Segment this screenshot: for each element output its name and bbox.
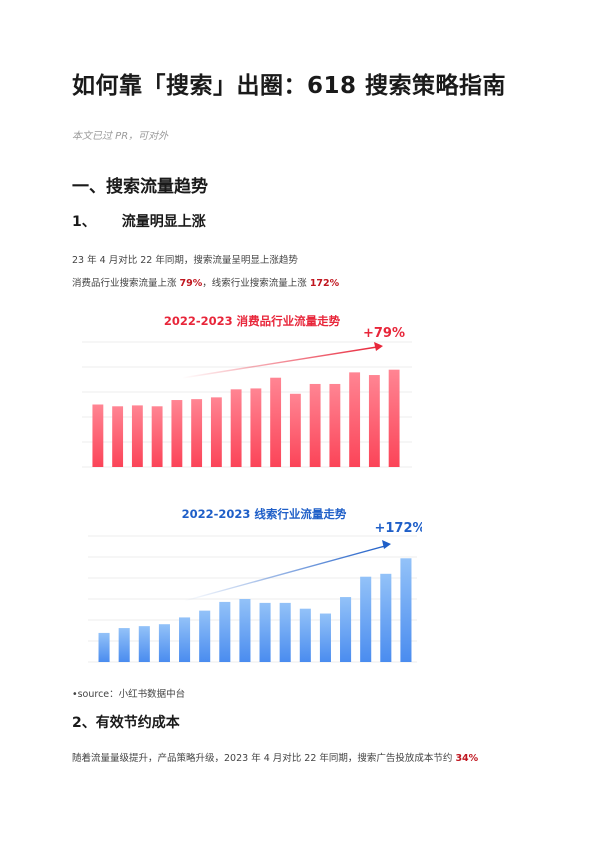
bar <box>400 558 412 662</box>
consumer-traffic-chart: 2022-2023 消费品行业流量走势 +79% <box>82 314 412 468</box>
subsection-text: 流量明显上涨 <box>121 214 206 230</box>
bar <box>138 626 150 662</box>
bar <box>309 383 321 467</box>
subsection-heading-1: 1、 流量明显上涨 <box>72 211 206 231</box>
bar <box>92 404 104 467</box>
trend-arrow-line <box>183 545 386 602</box>
bar <box>158 624 170 662</box>
subsection-number: 1、 <box>72 214 96 230</box>
chart-title: 2022-2023 消费品行业流量走势 <box>164 314 341 328</box>
bar <box>118 628 130 662</box>
trend-arrow-line <box>181 346 378 379</box>
section-heading-1: 一、搜索流量趋势 <box>72 177 208 197</box>
bar <box>199 610 211 662</box>
growth-text-a: 消费品行业搜索流量上涨 <box>72 278 180 289</box>
paragraph-growth: 消费品行业搜索流量上涨 79%，线索行业搜索流量上涨 172% <box>72 275 339 289</box>
bar <box>319 613 331 662</box>
bar <box>380 573 392 662</box>
bar <box>289 393 301 467</box>
bar <box>191 399 203 467</box>
bar <box>239 599 251 662</box>
paragraph-trend: 23 年 4 月对比 22 年同期，搜索流量呈明显上涨趋势 <box>72 255 298 266</box>
growth-annotation: +172% <box>374 521 422 536</box>
author-note: 本文已过 PR，可对外 <box>72 131 169 142</box>
bar <box>368 375 380 467</box>
bar <box>179 617 191 662</box>
bar <box>259 602 271 662</box>
bar <box>151 406 163 467</box>
bar <box>112 406 124 467</box>
bar <box>131 405 143 467</box>
growth-value-consumer: 79% <box>179 278 203 289</box>
bar <box>349 372 361 467</box>
cost-saving-value: 34% <box>455 753 479 764</box>
bar <box>98 632 110 662</box>
trend-arrow-head <box>382 540 391 549</box>
bar <box>329 383 341 467</box>
bar <box>388 369 400 467</box>
growth-value-leads: 172% <box>309 278 340 289</box>
bar <box>340 597 352 662</box>
bar <box>250 388 262 467</box>
chart-title: 2022-2023 线索行业流量走势 <box>182 507 347 521</box>
data-source-note: •source：小红书数据中台 <box>72 689 186 700</box>
bar <box>360 576 372 662</box>
bar <box>270 377 282 467</box>
document-title: 如何靠「搜索」出圈：618 搜索策略指南 <box>72 73 507 99</box>
paragraph-cost: 随着流量量级提升，产品策略升级，2023 年 4 月对比 22 年同期，搜索广告… <box>72 750 478 764</box>
bar <box>230 389 242 467</box>
bar <box>210 397 222 467</box>
leads-traffic-chart: 2022-2023 线索行业流量走势 +172% <box>88 507 422 663</box>
bar <box>171 400 183 467</box>
growth-text-b: ，线索行业搜索流量上涨 <box>202 278 310 289</box>
bar <box>299 608 311 662</box>
trend-arrow-head <box>374 342 383 351</box>
growth-annotation: +79% <box>363 326 405 341</box>
bar <box>219 601 231 662</box>
cost-text: 随着流量量级提升，产品策略升级，2023 年 4 月对比 22 年同期，搜索广告… <box>72 753 456 764</box>
bar <box>279 602 291 662</box>
subsection-heading-2: 2、有效节约成本 <box>72 715 180 731</box>
